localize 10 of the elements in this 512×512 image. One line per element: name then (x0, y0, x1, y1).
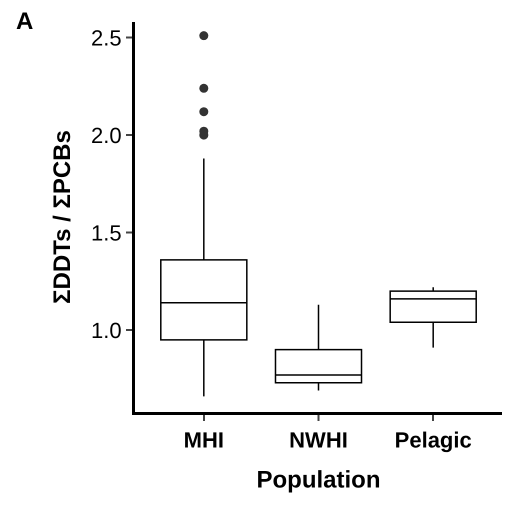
x-tick-label: NWHI (289, 427, 348, 452)
y-tick-label: 2.5 (91, 25, 122, 50)
x-axis-title: Population (256, 466, 380, 494)
text: A (16, 8, 34, 35)
y-tick-label: 1.5 (91, 220, 122, 246)
y-axis-title: ΣDDTs / ΣPCBs (49, 130, 76, 304)
x-tick-label: Pelagic (394, 427, 472, 452)
x-tick-label: MHI (184, 427, 224, 452)
y-tick-label: 2.0 (91, 122, 122, 148)
y-tick-label: 1.0 (91, 318, 122, 343)
